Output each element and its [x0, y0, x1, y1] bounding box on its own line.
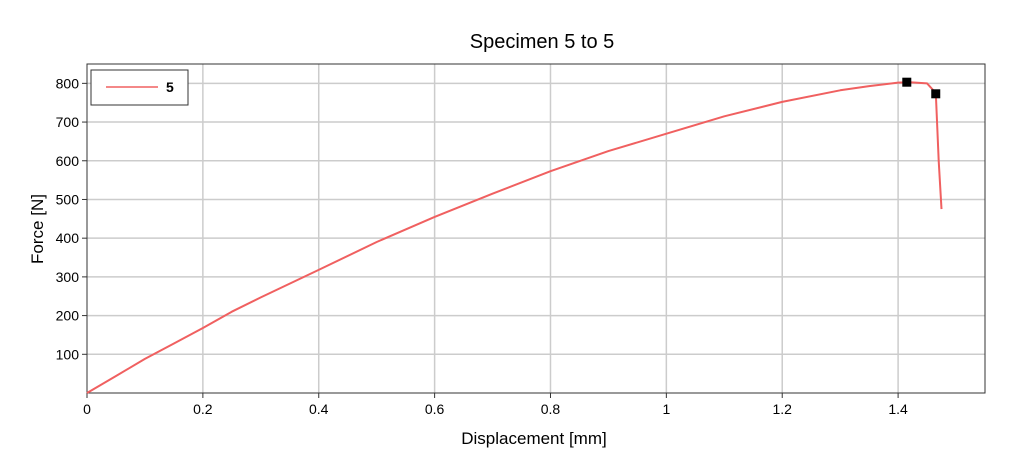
- series-line-5: [86, 81, 943, 394]
- series-group: [86, 81, 943, 394]
- plot-frame: [86, 63, 986, 394]
- y-tick-label: 100: [56, 346, 80, 362]
- x-tick-label: 0: [83, 401, 91, 417]
- markers-group: [902, 77, 941, 99]
- y-tick-label: 200: [56, 308, 80, 324]
- data-marker: [931, 89, 941, 99]
- x-axis-label: Displacement [mm]: [461, 429, 606, 448]
- x-tick-label: 1: [662, 401, 670, 417]
- x-tick-label: 0.2: [193, 401, 213, 417]
- y-tick-label: 800: [56, 75, 80, 91]
- y-tick-label: 700: [56, 114, 80, 130]
- chart-title: Specimen 5 to 5: [470, 31, 615, 53]
- x-tick-label: 1.2: [772, 401, 792, 417]
- y-axis-label: Force [N]: [28, 194, 47, 264]
- legend-label: 5: [166, 79, 174, 95]
- x-tick-label: 1.4: [888, 401, 908, 417]
- x-tick-label: 0.4: [309, 401, 329, 417]
- legend: 5: [90, 69, 189, 106]
- grid: [87, 64, 985, 393]
- y-tick-label: 600: [56, 153, 80, 169]
- y-tick-label: 300: [56, 269, 80, 285]
- axis-ticks: 0 0.2 0.4 0.6 0.8 1 1.2 1.4 100 200 300 400 500 600 70…: [56, 75, 908, 417]
- data-marker: [902, 77, 912, 87]
- y-tick-label: 500: [56, 191, 80, 207]
- y-tick-label: 400: [56, 230, 80, 246]
- x-tick-label: 0.6: [425, 401, 445, 417]
- x-tick-label: 0.8: [541, 401, 561, 417]
